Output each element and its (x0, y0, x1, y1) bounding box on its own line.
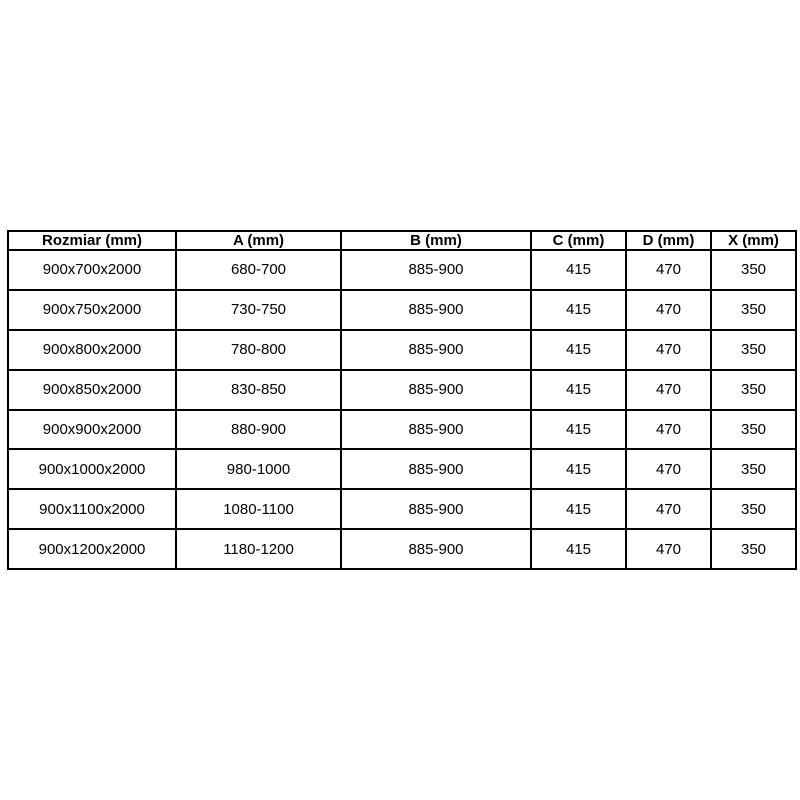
cell-rozmiar: 900x700x2000 (7, 249, 177, 291)
col-header-rozmiar: Rozmiar (mm) (7, 230, 177, 251)
table-row: 900x900x2000 880-900 885-900 415 470 350 (7, 408, 797, 451)
cell-a: 980-1000 (175, 448, 342, 491)
cell-b: 885-900 (340, 328, 532, 371)
cell-rozmiar: 900x800x2000 (7, 328, 177, 371)
cell-b: 885-900 (340, 528, 532, 570)
cell-c: 415 (530, 249, 627, 291)
table-row: 900x700x2000 680-700 885-900 415 470 350 (7, 249, 797, 291)
table-row: 900x1000x2000 980-1000 885-900 415 470 3… (7, 448, 797, 491)
cell-d: 470 (625, 448, 712, 491)
table-header-row: Rozmiar (mm) A (mm) B (mm) C (mm) D (mm)… (7, 230, 797, 251)
table-row: 900x750x2000 730-750 885-900 415 470 350 (7, 288, 797, 331)
cell-c: 415 (530, 288, 627, 331)
col-header-b: B (mm) (340, 230, 532, 251)
cell-a: 780-800 (175, 328, 342, 371)
cell-a: 1180-1200 (175, 528, 342, 570)
col-header-a: A (mm) (175, 230, 342, 251)
cell-d: 470 (625, 488, 712, 531)
col-header-d: D (mm) (625, 230, 712, 251)
cell-x: 350 (710, 488, 797, 531)
cell-c: 415 (530, 328, 627, 371)
cell-a: 1080-1100 (175, 488, 342, 531)
cell-b: 885-900 (340, 448, 532, 491)
cell-rozmiar: 900x750x2000 (7, 288, 177, 331)
cell-d: 470 (625, 408, 712, 451)
cell-x: 350 (710, 328, 797, 371)
cell-rozmiar: 900x900x2000 (7, 408, 177, 451)
cell-b: 885-900 (340, 408, 532, 451)
table-row: 900x800x2000 780-800 885-900 415 470 350 (7, 328, 797, 371)
col-header-x: X (mm) (710, 230, 797, 251)
cell-c: 415 (530, 488, 627, 531)
cell-a: 880-900 (175, 408, 342, 451)
cell-b: 885-900 (340, 249, 532, 291)
cell-rozmiar: 900x850x2000 (7, 368, 177, 411)
cell-c: 415 (530, 408, 627, 451)
cell-d: 470 (625, 328, 712, 371)
cell-c: 415 (530, 368, 627, 411)
cell-c: 415 (530, 528, 627, 570)
cell-a: 680-700 (175, 249, 342, 291)
table-row: 900x1200x2000 1180-1200 885-900 415 470 … (7, 528, 797, 570)
cell-d: 470 (625, 528, 712, 570)
cell-x: 350 (710, 368, 797, 411)
cell-rozmiar: 900x1000x2000 (7, 448, 177, 491)
cell-d: 470 (625, 288, 712, 331)
cell-d: 470 (625, 249, 712, 291)
size-spec-table: Rozmiar (mm) A (mm) B (mm) C (mm) D (mm)… (7, 230, 797, 570)
cell-a: 830-850 (175, 368, 342, 411)
cell-x: 350 (710, 448, 797, 491)
cell-b: 885-900 (340, 488, 532, 531)
cell-x: 350 (710, 288, 797, 331)
cell-x: 350 (710, 249, 797, 291)
cell-x: 350 (710, 408, 797, 451)
cell-b: 885-900 (340, 288, 532, 331)
cell-d: 470 (625, 368, 712, 411)
cell-b: 885-900 (340, 368, 532, 411)
table-row: 900x1100x2000 1080-1100 885-900 415 470 … (7, 488, 797, 531)
cell-rozmiar: 900x1200x2000 (7, 528, 177, 570)
cell-c: 415 (530, 448, 627, 491)
cell-rozmiar: 900x1100x2000 (7, 488, 177, 531)
col-header-c: C (mm) (530, 230, 627, 251)
cell-x: 350 (710, 528, 797, 570)
cell-a: 730-750 (175, 288, 342, 331)
table-row: 900x850x2000 830-850 885-900 415 470 350 (7, 368, 797, 411)
